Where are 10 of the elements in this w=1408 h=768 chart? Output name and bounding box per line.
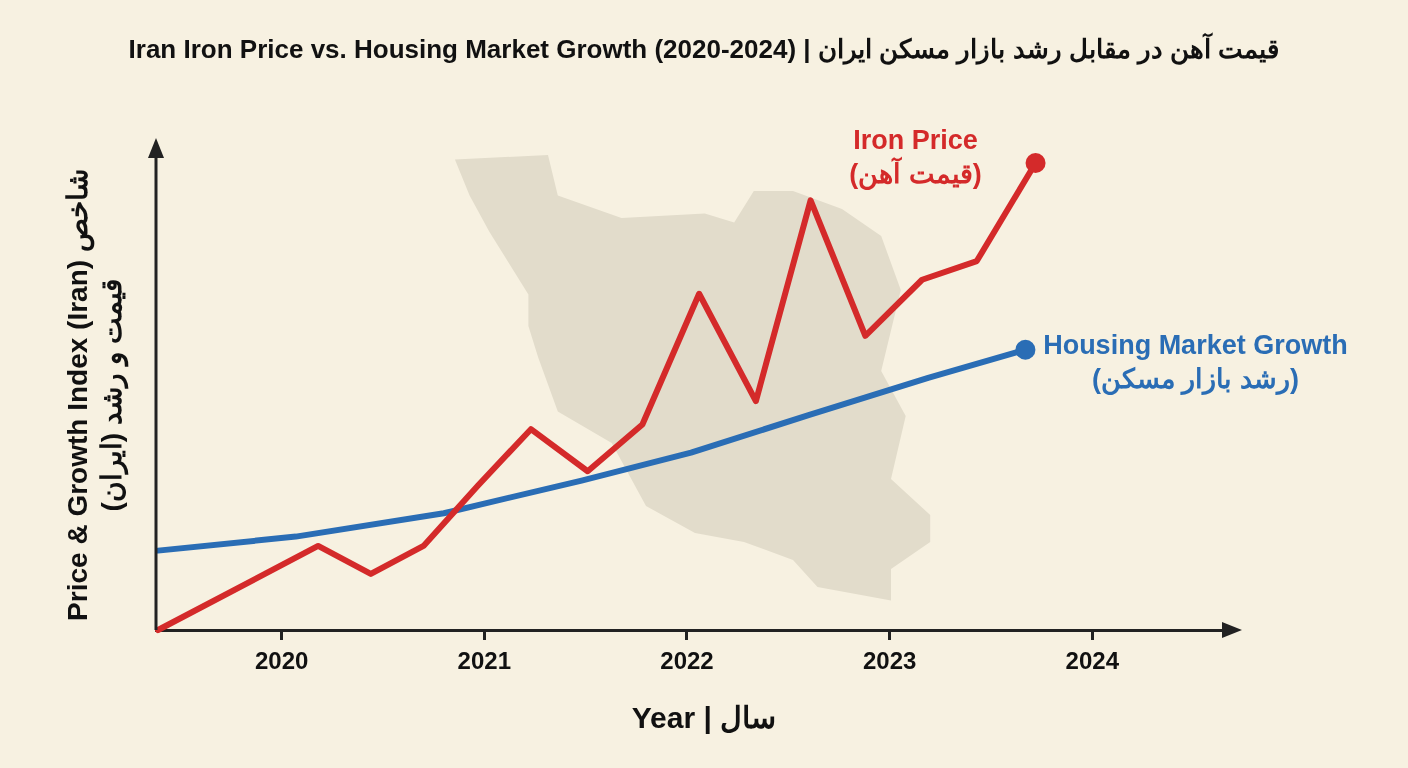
x-tick-label: 2023: [862, 647, 917, 675]
x-tick-label: 2020: [254, 647, 309, 675]
x-axis-title: Year | سال: [630, 700, 778, 735]
series-label: Housing Market Growth (رشد بازار مسکن): [1042, 328, 1349, 396]
y-axis-title: Price & Growth Index (Iran) شاخص قیمت و رشد (ایران): [61, 168, 129, 623]
chart-title: Iran Iron Price vs. Housing Market Growth (2020-2024) | قیمت آهن در مقابل رشد بازار مسکن ایران: [127, 34, 1281, 65]
x-tick-label: 2021: [457, 647, 512, 675]
series-label: Iron Price (قیمت آهن): [848, 124, 983, 191]
x-tick-label: 2024: [1065, 647, 1120, 675]
x-tick-label: 2022: [660, 647, 714, 675]
